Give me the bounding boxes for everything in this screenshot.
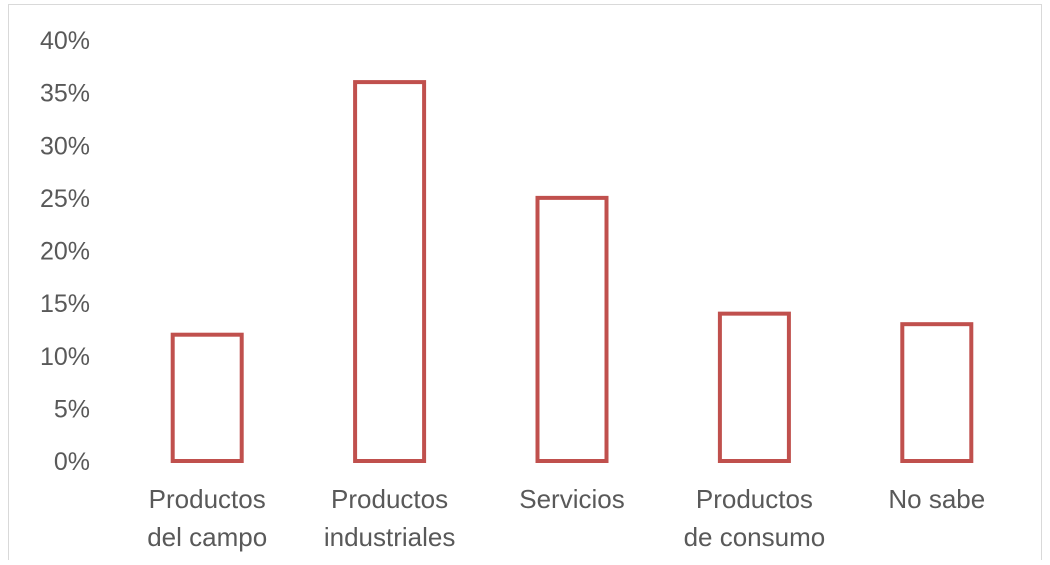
x-category-label: Productos de consumo xyxy=(684,484,826,552)
x-category-label: No sabe xyxy=(888,484,985,514)
x-axis: Productos del campo Productos industriales S… xyxy=(147,484,985,552)
y-tick-label: 10% xyxy=(40,343,90,371)
x-category-label: Servicios xyxy=(519,484,624,514)
y-tick-label: 35% xyxy=(40,80,90,108)
bars xyxy=(170,80,974,464)
y-tick-label: 20% xyxy=(40,238,90,266)
bar xyxy=(535,195,609,463)
y-tick-label: 40% xyxy=(40,27,90,55)
x-category-label: Productos del campo xyxy=(147,484,267,552)
bar xyxy=(170,332,244,464)
y-tick-label: 30% xyxy=(40,132,90,160)
y-tick-label: 25% xyxy=(40,185,90,213)
chart-frame xyxy=(8,4,1042,560)
y-tick-label: 0% xyxy=(54,448,90,476)
x-category-label: Productos industriales xyxy=(324,484,456,552)
y-tick-label: 5% xyxy=(54,395,90,423)
y-tick-label: 15% xyxy=(40,290,90,318)
y-axis: 0% 5% 10% 15% 20% 25% 30% 35% 40% xyxy=(40,27,90,476)
bar xyxy=(717,311,791,463)
bar xyxy=(353,80,427,463)
bar xyxy=(900,322,974,463)
